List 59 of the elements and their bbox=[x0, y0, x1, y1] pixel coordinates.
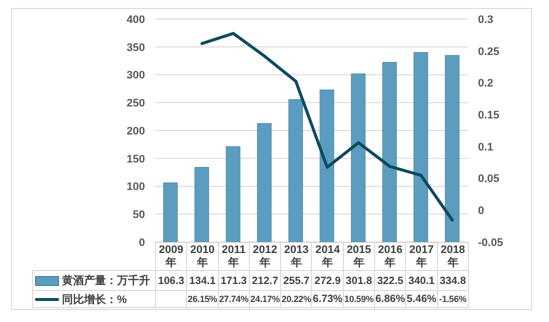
data-label: 6.86% bbox=[374, 290, 406, 308]
bar bbox=[163, 182, 178, 242]
bar bbox=[444, 55, 460, 242]
legend-label: 同比增长：% bbox=[62, 294, 127, 306]
y-tick-label: 350 bbox=[126, 42, 145, 54]
y-tick-label: 250 bbox=[126, 98, 145, 110]
data-label: 5.46% bbox=[406, 290, 438, 308]
y2-tick-label: 0.1 bbox=[478, 141, 494, 154]
legend-label: 黄酒产量：万千升 bbox=[62, 275, 150, 287]
y2-tick-label: 0.2 bbox=[478, 78, 494, 90]
x-tick-label: 2012年 bbox=[249, 242, 281, 270]
data-label: 171.3 bbox=[218, 270, 250, 290]
bar bbox=[414, 52, 428, 242]
y-tick-label: 200 bbox=[126, 125, 145, 138]
data-label: 106.3 bbox=[156, 270, 187, 290]
y2-tick-label: 0.05 bbox=[478, 173, 500, 186]
line-series bbox=[200, 32, 454, 222]
x-tick-label: 2018年 bbox=[437, 242, 468, 270]
x-tick-label: 2009年 bbox=[156, 242, 187, 270]
y2-tick-label: 0.3 bbox=[478, 14, 494, 26]
bar bbox=[226, 146, 240, 242]
y-tick-label: 50 bbox=[132, 209, 145, 222]
x-tick-label: 2010年 bbox=[186, 242, 218, 270]
y-tick-label: 150 bbox=[126, 153, 145, 166]
x-tick-label: 2013年 bbox=[280, 242, 312, 270]
y-tick-label: 0 bbox=[138, 236, 145, 249]
data-label: 340.1 bbox=[406, 270, 438, 290]
data-label: 272.9 bbox=[312, 270, 344, 290]
data-label: 10.59% bbox=[343, 290, 375, 308]
data-label: 322.5 bbox=[374, 270, 406, 290]
bar bbox=[320, 90, 334, 242]
data-label: 20.22% bbox=[280, 290, 312, 308]
bar bbox=[288, 99, 303, 242]
x-tick-label: 2016年 bbox=[374, 242, 406, 270]
data-label: 24.17% bbox=[249, 290, 281, 308]
y-tick-label: 400 bbox=[126, 14, 145, 26]
data-label: 134.1 bbox=[186, 270, 218, 290]
data-label: 212.7 bbox=[249, 270, 281, 290]
bar bbox=[257, 123, 272, 242]
y-tick-label: 100 bbox=[126, 181, 145, 194]
x-tick-label: 2014年 bbox=[312, 242, 344, 270]
bar bbox=[194, 166, 209, 242]
y2-tick-label: 0.25 bbox=[478, 46, 500, 58]
data-label: 27.74% bbox=[218, 290, 250, 308]
data-label: -1.56% bbox=[437, 290, 468, 308]
data-label: 6.73% bbox=[312, 290, 344, 308]
bar bbox=[351, 73, 366, 242]
bar bbox=[382, 62, 397, 242]
x-tick-label: 2017年 bbox=[406, 242, 438, 270]
y2-tick-label: 0 bbox=[478, 205, 484, 218]
y2-tick-label: -0.05 bbox=[478, 236, 504, 249]
y2-tick-label: 0.15 bbox=[478, 109, 500, 122]
data-label: 26.15% bbox=[186, 290, 218, 308]
data-label: 301.8 bbox=[343, 270, 375, 290]
x-tick-label: 2015年 bbox=[343, 242, 375, 270]
x-tick-label: 2011年 bbox=[218, 242, 250, 270]
y-tick-label: 300 bbox=[126, 70, 145, 82]
data-label: 334.8 bbox=[437, 270, 468, 290]
data-label: 255.7 bbox=[280, 270, 312, 290]
